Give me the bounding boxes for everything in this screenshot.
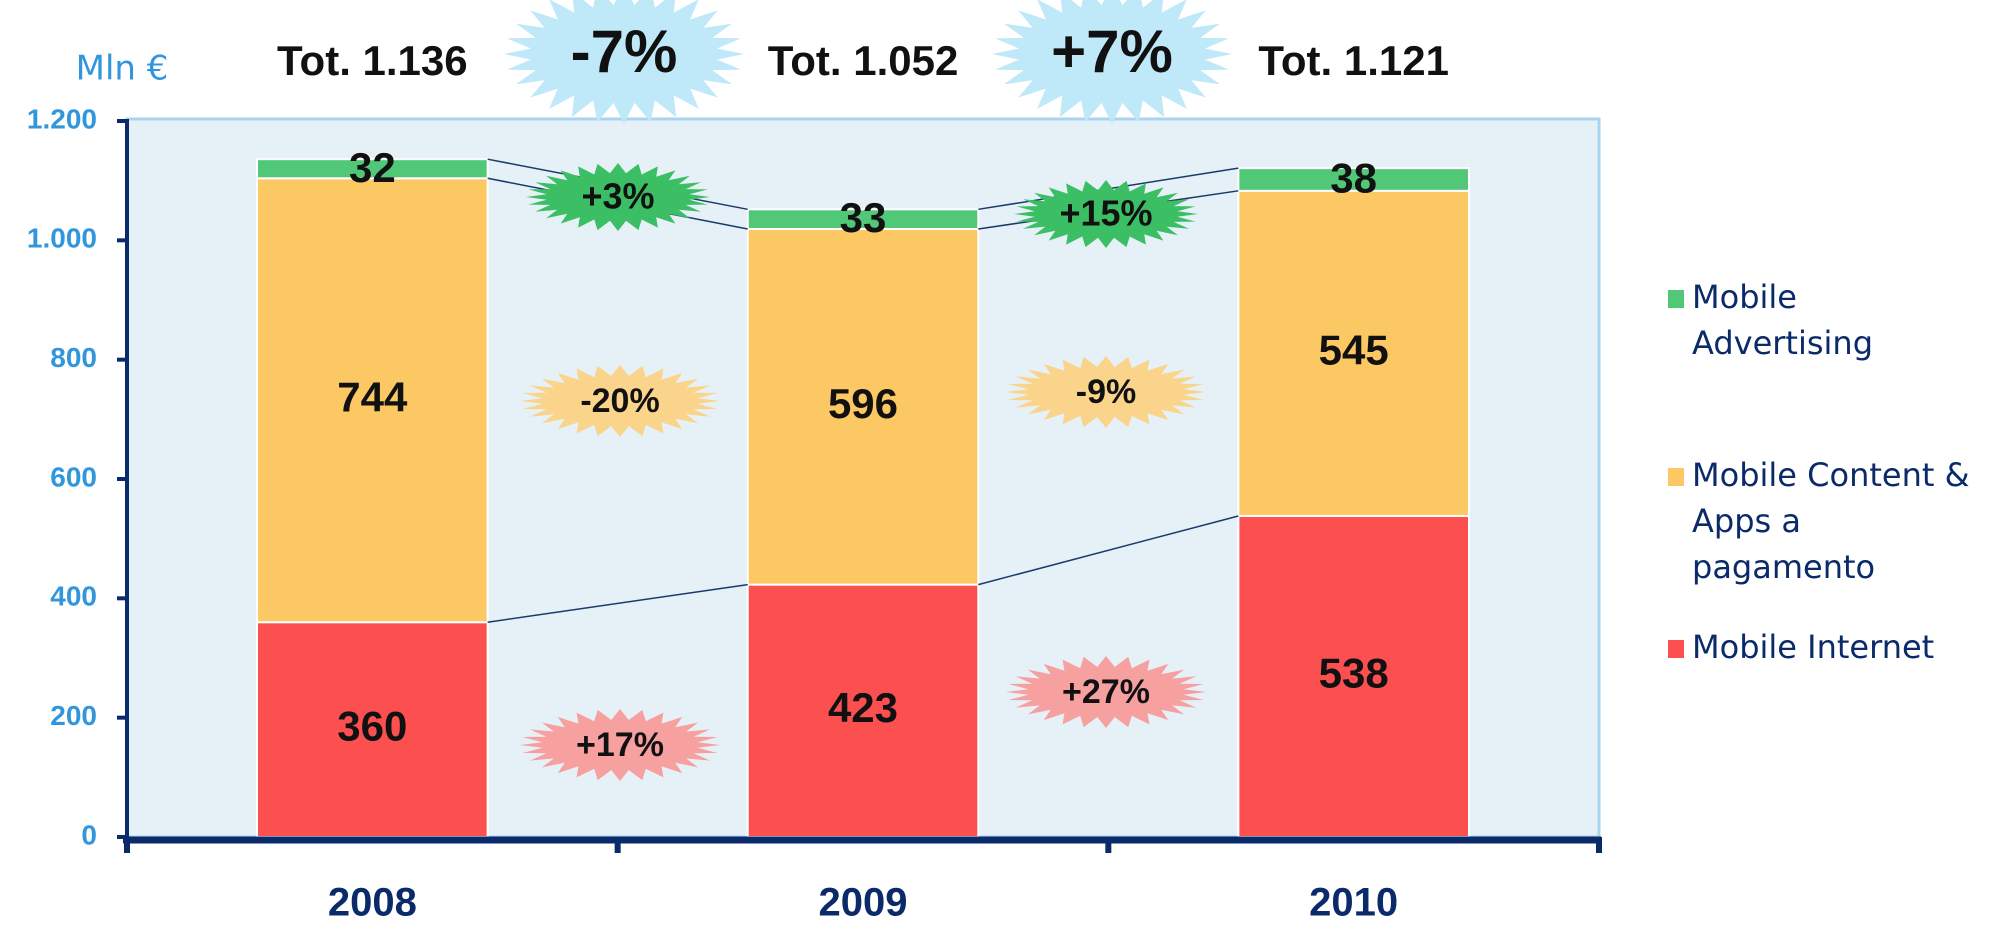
data-label: 360	[337, 703, 407, 750]
data-label: 33	[840, 194, 887, 241]
total-label: Tot. 1.136	[277, 37, 468, 84]
bar-segment	[746, 583, 980, 838]
legend-swatch	[1668, 290, 1684, 308]
y-tick-label: 200	[50, 700, 97, 731]
total-label: Tot. 1.052	[768, 37, 959, 84]
starburst	[1014, 180, 1198, 248]
x-tick-label: 2009	[819, 881, 908, 925]
annotation: -20%	[580, 382, 659, 420]
annotation: -9%	[1076, 373, 1136, 411]
legend-label: Mobile Content & Apps a pagamento	[1692, 456, 1970, 586]
bar-segment	[1237, 189, 1470, 517]
total-label: Tot. 1.121	[1258, 37, 1449, 84]
legend-label: Mobile Internet	[1692, 628, 1935, 666]
data-label: 423	[828, 684, 898, 731]
data-label: 38	[1330, 155, 1377, 202]
starburst	[526, 163, 710, 231]
data-label: 538	[1319, 650, 1389, 697]
data-label: 596	[828, 380, 898, 427]
y-tick-label: 0	[81, 819, 97, 850]
x-tick-label: 2010	[1309, 881, 1398, 925]
legend-swatch	[1668, 468, 1684, 486]
data-label: 545	[1319, 326, 1389, 373]
connector	[487, 583, 748, 623]
y-tick-label: 800	[50, 342, 97, 373]
bar-segment	[1237, 167, 1470, 192]
starburst	[520, 709, 720, 781]
legend-swatch	[1668, 640, 1684, 658]
connector	[978, 515, 1239, 586]
y-tick-label: 600	[50, 461, 97, 492]
starburst	[992, 0, 1232, 124]
y-tick-label: 400	[50, 581, 97, 612]
bar-segment	[256, 158, 489, 180]
starburst	[1006, 656, 1206, 728]
starburst	[520, 365, 720, 437]
annotation: +3%	[581, 176, 654, 217]
y-unit: Mln €	[76, 49, 169, 89]
starburst	[504, 0, 744, 124]
y-tick-label: 1.000	[27, 223, 97, 254]
legend-label: Mobile Advertising	[1692, 278, 1874, 362]
bar-segment	[1237, 514, 1470, 838]
annotation: +17%	[576, 726, 664, 764]
y-tick-label: 1.200	[27, 103, 97, 134]
starburst	[1006, 356, 1206, 428]
annotation: -7%	[571, 18, 678, 85]
bar-segment	[256, 177, 489, 624]
bar-segment	[746, 208, 980, 230]
annotation: +15%	[1059, 193, 1152, 234]
data-label: 744	[337, 373, 408, 420]
annotation: +27%	[1062, 673, 1150, 711]
annotation: +7%	[1051, 18, 1173, 85]
bar-segment	[746, 227, 980, 586]
data-label: 32	[349, 144, 396, 191]
x-tick-label: 2008	[328, 881, 417, 925]
